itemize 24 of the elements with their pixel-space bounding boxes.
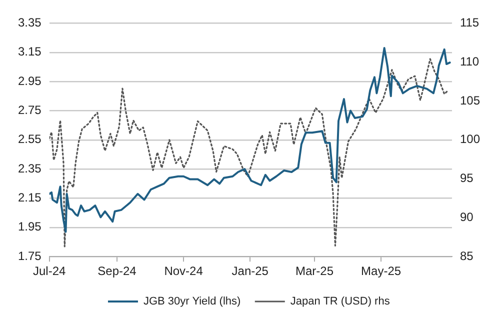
y2-tick-label: 100 — [460, 132, 480, 146]
y-tick-label: 3.35 — [18, 16, 42, 30]
y-tick-label: 2.15 — [18, 190, 42, 205]
x-tick-label: Jan-25 — [232, 264, 269, 278]
x-tick-label: Nov-24 — [164, 264, 204, 278]
x-tick-label: Jul-24 — [33, 264, 66, 278]
y-tick-label: 3.15 — [18, 44, 42, 59]
y2-tick-label: 110 — [460, 54, 480, 68]
y-tick-label: 1.75 — [18, 248, 42, 263]
x-tick-label: Mar-25 — [295, 264, 334, 278]
y-tick-label: 2.35 — [18, 161, 42, 176]
y2-tick-label: 95 — [460, 171, 474, 186]
legend-label: Japan TR (USD) rhs — [290, 296, 390, 308]
y2-tick-label: 85 — [460, 248, 474, 263]
y-tick-label: 1.95 — [18, 220, 42, 234]
y-tick-label: 2.75 — [18, 103, 42, 118]
y-tick-label: 2.55 — [18, 132, 42, 146]
y-tick-label: 2.95 — [18, 74, 42, 88]
x-tick-label: May-25 — [361, 264, 402, 278]
y2-tick-label: 105 — [460, 93, 480, 108]
y2-tick-label: 90 — [460, 210, 474, 224]
x-tick-label: Sep-24 — [98, 264, 137, 278]
y2-tick-label: 115 — [460, 16, 480, 30]
legend-label: JGB 30yr Yield (lhs) — [143, 296, 241, 308]
